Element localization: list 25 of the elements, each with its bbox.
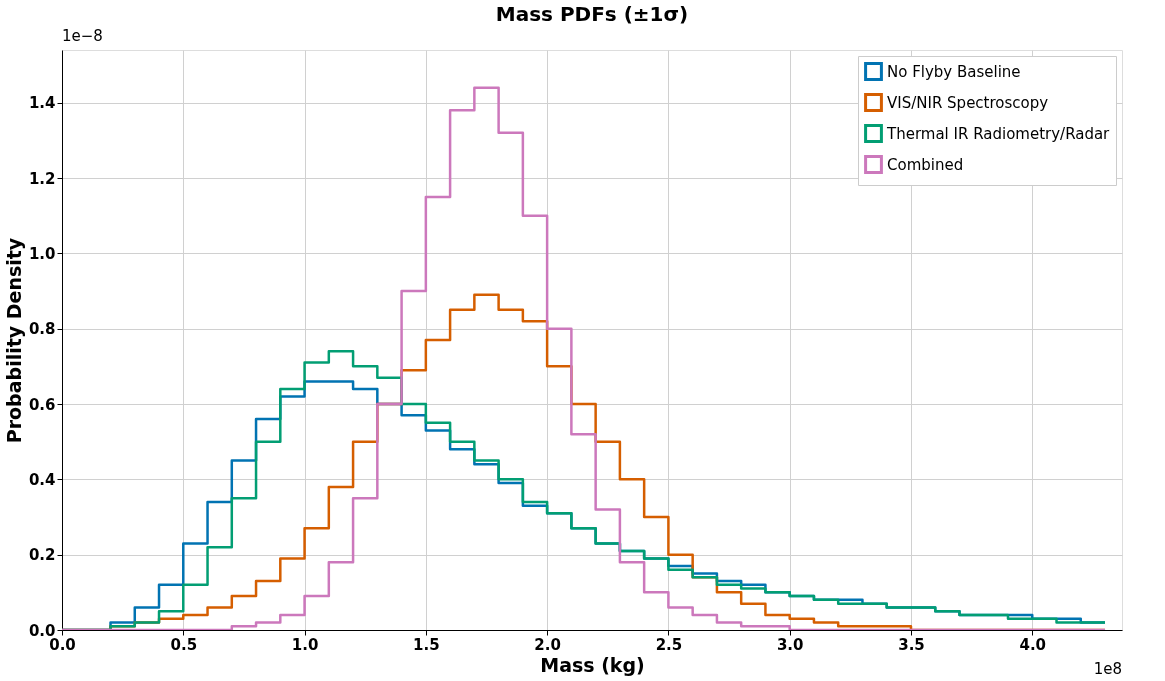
x-tick-label: 2.5 xyxy=(655,635,683,654)
chart-title: Mass PDFs (±1σ) xyxy=(495,2,689,26)
y-tick-label: 1.4 xyxy=(28,94,56,113)
y-tick-label: 0.2 xyxy=(28,546,56,565)
y-tick-label: 0.4 xyxy=(28,470,56,489)
legend-label: Combined xyxy=(887,155,964,174)
y-tick-label: 0.8 xyxy=(28,320,56,339)
x-tick-label: 2.0 xyxy=(534,635,561,654)
y-axis-title: Probability Density xyxy=(2,237,25,444)
legend-label: Thermal IR Radiometry/Radar xyxy=(886,124,1111,143)
y-tick-label: 0.6 xyxy=(28,395,56,414)
text: 1e8 xyxy=(1093,660,1122,678)
x-tick-label: 1.0 xyxy=(291,635,319,654)
legend-label: VIS/NIR Spectroscopy xyxy=(887,93,1049,112)
x-tick-label: 0.0 xyxy=(49,635,76,654)
x-tick-label: 3.0 xyxy=(776,635,804,654)
x-axis-title: Mass (kg) xyxy=(540,653,645,676)
x-tick-label: 4.0 xyxy=(1019,635,1047,654)
x-tick-label: 1.5 xyxy=(413,635,440,654)
y-tick-label: 1.2 xyxy=(28,169,56,188)
x-tick-label: 0.5 xyxy=(170,635,198,654)
legend-label: No Flyby Baseline xyxy=(887,62,1021,81)
x-tick-label: 3.5 xyxy=(898,635,925,654)
y-tick-label: 1.0 xyxy=(28,244,56,263)
text: 1e−8 xyxy=(62,27,103,45)
